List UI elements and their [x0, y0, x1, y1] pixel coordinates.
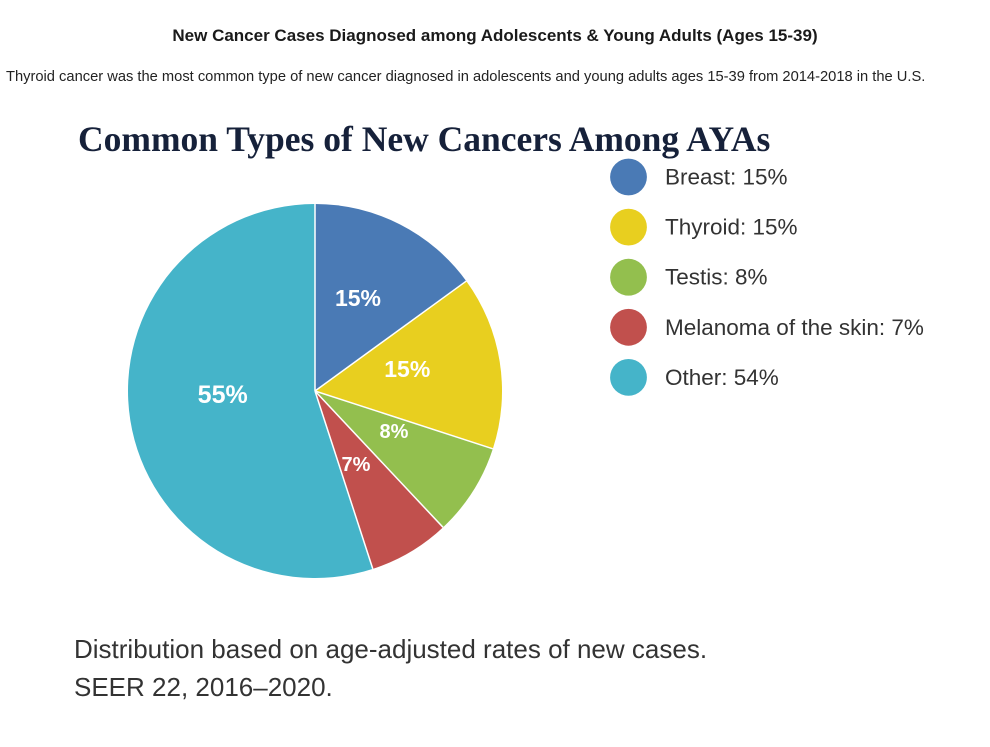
svg-text:15%: 15% [335, 285, 381, 311]
svg-text:55%: 55% [198, 381, 248, 409]
svg-text:Melanoma of the skin: 7%: Melanoma of the skin: 7% [665, 315, 924, 340]
svg-text:7%: 7% [342, 454, 371, 476]
svg-text:15%: 15% [384, 356, 430, 382]
svg-text:8%: 8% [380, 421, 409, 443]
svg-text:Testis: 8%: Testis: 8% [665, 265, 768, 290]
svg-text:Other: 54%: Other: 54% [665, 365, 779, 390]
svg-text:Thyroid: 15%: Thyroid: 15% [665, 215, 798, 240]
svg-text:Breast: 15%: Breast: 15% [665, 165, 788, 190]
